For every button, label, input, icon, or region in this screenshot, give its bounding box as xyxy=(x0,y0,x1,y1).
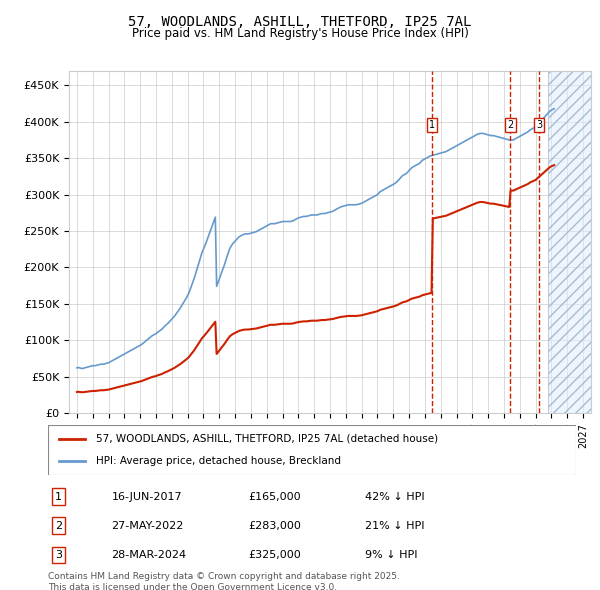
Text: 42% ↓ HPI: 42% ↓ HPI xyxy=(365,491,424,502)
Text: 57, WOODLANDS, ASHILL, THETFORD, IP25 7AL (detached house): 57, WOODLANDS, ASHILL, THETFORD, IP25 7A… xyxy=(95,434,437,444)
Bar xyxy=(548,71,591,413)
Text: £325,000: £325,000 xyxy=(248,550,301,560)
Text: 57, WOODLANDS, ASHILL, THETFORD, IP25 7AL: 57, WOODLANDS, ASHILL, THETFORD, IP25 7A… xyxy=(128,15,472,29)
Text: 28-MAR-2024: 28-MAR-2024 xyxy=(112,550,187,560)
Text: £283,000: £283,000 xyxy=(248,521,302,531)
Text: £165,000: £165,000 xyxy=(248,491,301,502)
Text: 27-MAY-2022: 27-MAY-2022 xyxy=(112,521,184,531)
Bar xyxy=(548,71,591,413)
Text: 16-JUN-2017: 16-JUN-2017 xyxy=(112,491,182,502)
Text: 3: 3 xyxy=(536,120,542,130)
Text: 21% ↓ HPI: 21% ↓ HPI xyxy=(365,521,424,531)
Text: 1: 1 xyxy=(55,491,62,502)
Text: Price paid vs. HM Land Registry's House Price Index (HPI): Price paid vs. HM Land Registry's House … xyxy=(131,27,469,40)
Text: 1: 1 xyxy=(429,120,435,130)
Text: 2: 2 xyxy=(508,120,514,130)
Text: Contains HM Land Registry data © Crown copyright and database right 2025.
This d: Contains HM Land Registry data © Crown c… xyxy=(48,572,400,590)
Text: 2: 2 xyxy=(55,521,62,531)
FancyBboxPatch shape xyxy=(48,425,576,475)
Text: 3: 3 xyxy=(55,550,62,560)
Text: HPI: Average price, detached house, Breckland: HPI: Average price, detached house, Brec… xyxy=(95,456,341,466)
Text: 9% ↓ HPI: 9% ↓ HPI xyxy=(365,550,418,560)
